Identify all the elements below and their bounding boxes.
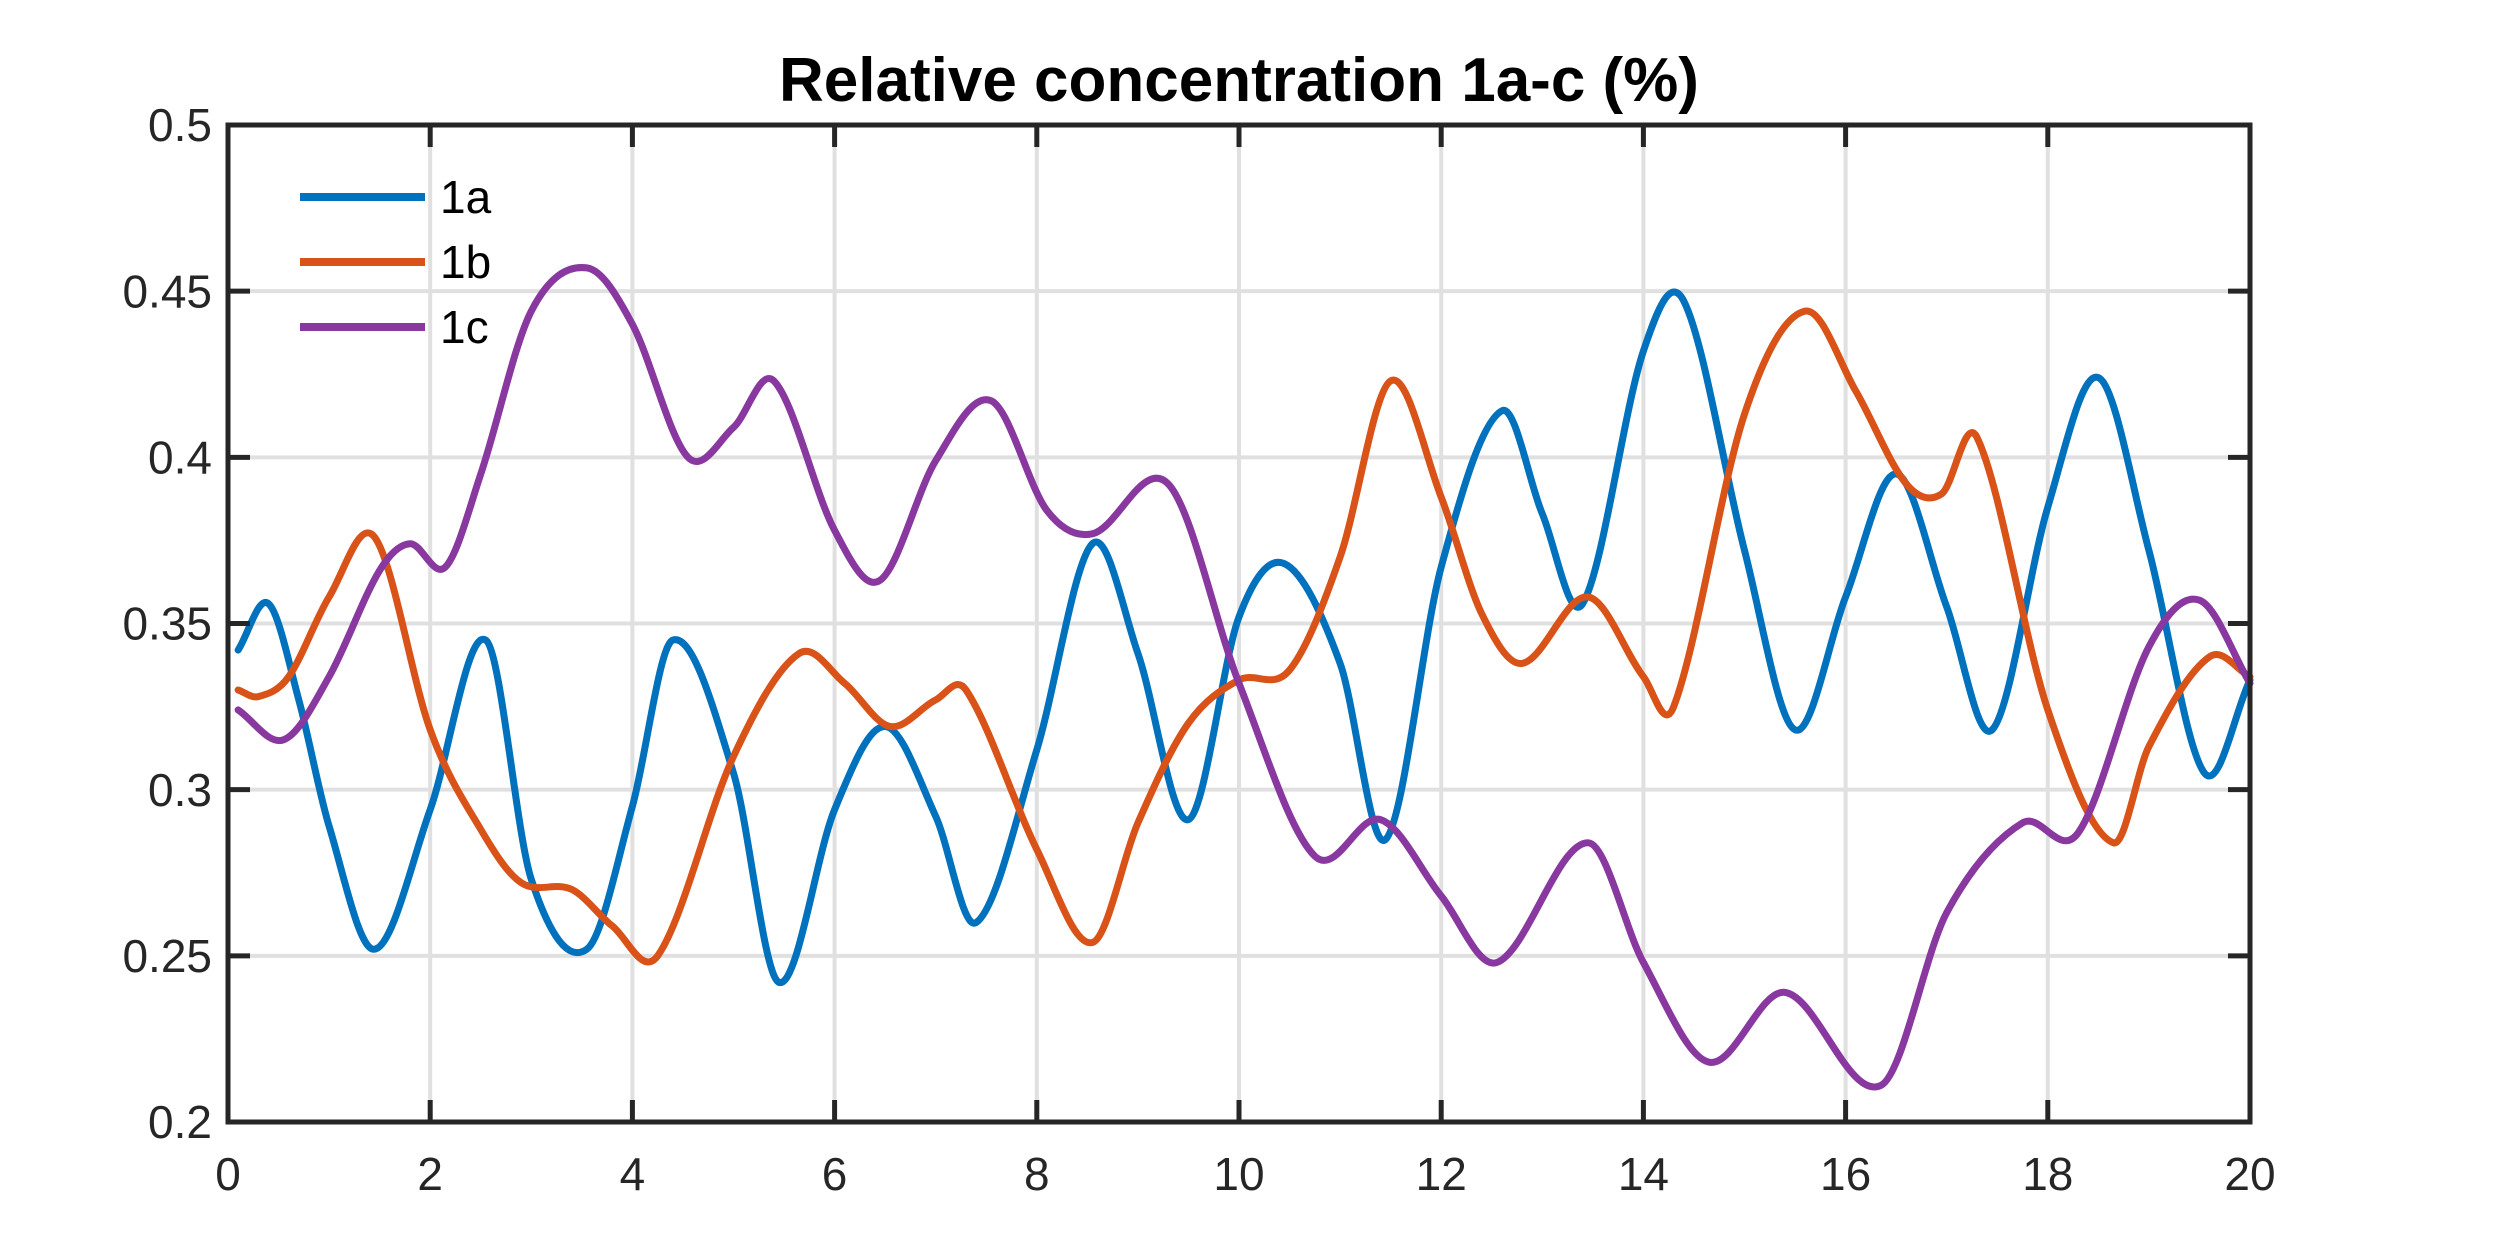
x-tick-label: 12 (1416, 1148, 1467, 1200)
x-tick-labels: 0 2 4 6 8 10 12 14 16 18 20 (215, 1148, 2275, 1200)
x-tick-label: 20 (2224, 1148, 2275, 1200)
y-tick-label: 0.25 (122, 930, 212, 982)
chart-title: Relative concentration 1a-c (%) (779, 46, 1699, 115)
series-line-1c (234, 264, 2254, 1091)
legend-label-1a: 1a (440, 171, 492, 223)
x-tick-label: 16 (1820, 1148, 1871, 1200)
y-tick-label: 0.3 (148, 764, 212, 816)
x-tick-label: 0 (215, 1148, 241, 1200)
y-tick-label: 0.2 (148, 1096, 212, 1148)
y-tick-label: 0.35 (122, 598, 212, 650)
y-tick-label: 0.45 (122, 265, 212, 317)
x-tick-label: 4 (620, 1148, 646, 1200)
series-line-1b (234, 307, 2254, 966)
x-tick-label: 10 (1213, 1148, 1264, 1200)
x-tick-label: 8 (1024, 1148, 1050, 1200)
tick-marks (225, 122, 2253, 1125)
legend-label-1b: 1b (440, 236, 491, 288)
legend-label-1c: 1c (440, 301, 489, 353)
x-tick-label: 6 (822, 1148, 848, 1200)
y-tick-label: 0.4 (148, 431, 212, 483)
x-tick-label: 14 (1618, 1148, 1669, 1200)
y-tick-labels: 0.2 0.25 0.3 0.35 0.4 0.45 0.5 (122, 99, 212, 1148)
grid-lines (228, 125, 2250, 1122)
y-tick-label: 0.5 (148, 99, 212, 151)
x-tick-label: 2 (417, 1148, 443, 1200)
series-lines (234, 264, 2254, 1091)
x-tick-label: 18 (2022, 1148, 2073, 1200)
legend: 1a 1b 1c (300, 171, 492, 353)
series-line-1a (234, 288, 2254, 986)
